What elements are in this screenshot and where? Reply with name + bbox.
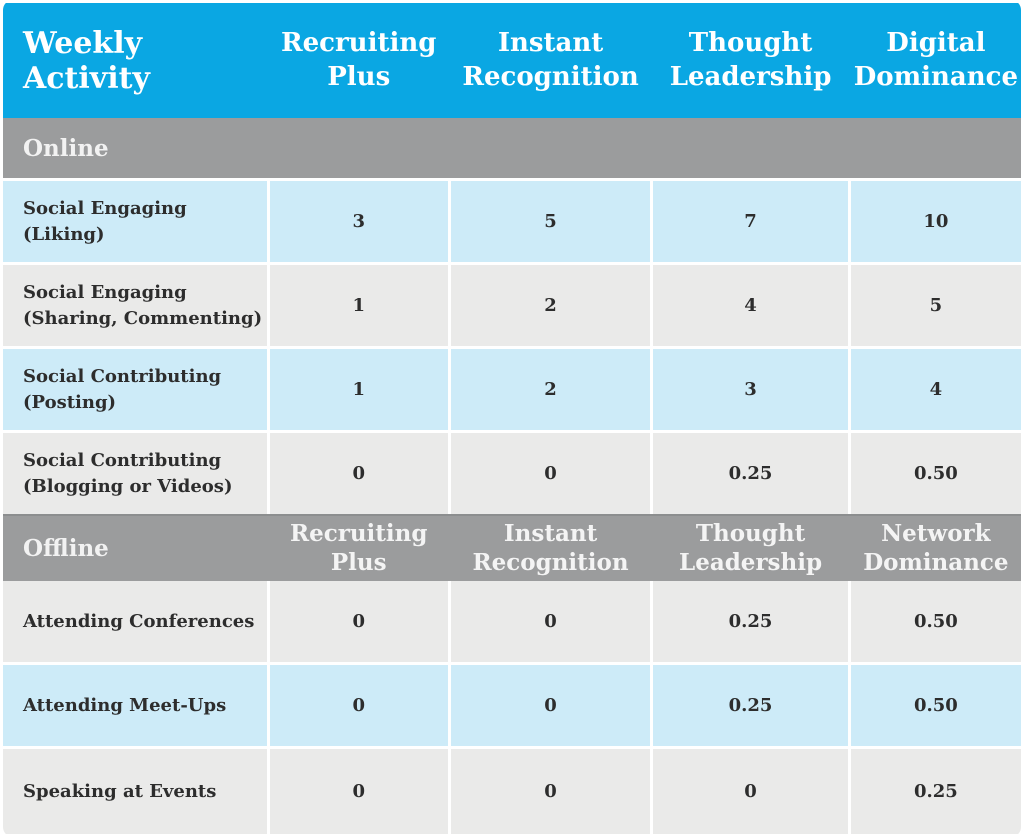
cell-value: 0 bbox=[450, 433, 651, 514]
column-header-recruiting-plus: Recruiting Plus bbox=[281, 27, 437, 92]
cell-value: 0.25 bbox=[653, 433, 848, 514]
cell-value: 1 bbox=[269, 265, 448, 346]
cell-value: 0 bbox=[450, 749, 651, 834]
table-row-social-contributing-blogging: Social Contributing (Blogging or Videos)… bbox=[3, 433, 1021, 514]
row-label: Attending Meet-Ups bbox=[3, 665, 267, 746]
table-row-speaking-at-events: Speaking at Events 0 0 0 0.25 bbox=[3, 749, 1021, 834]
row-label: Social Engaging (Sharing, Commenting) bbox=[3, 265, 267, 346]
cell-value: 1 bbox=[269, 349, 448, 430]
row-label: Social Contributing (Blogging or Videos) bbox=[3, 433, 267, 514]
cell-value: 0 bbox=[269, 749, 448, 834]
column-header-instant-recognition-offline: Instant Recognition bbox=[472, 519, 629, 576]
column-header-instant-recognition: Instant Recognition bbox=[462, 27, 639, 92]
cell-value: 0 bbox=[269, 665, 448, 746]
table-row-attending-meet-ups: Attending Meet-Ups 0 0 0.25 0.50 bbox=[3, 665, 1021, 746]
table-header-row: Weekly Activity Recruiting Plus Instant … bbox=[3, 3, 1021, 118]
activity-table: Weekly Activity Recruiting Plus Instant … bbox=[3, 0, 1021, 837]
cell-value: 0.25 bbox=[653, 581, 848, 662]
cell-value: 0.50 bbox=[850, 581, 1021, 662]
cell-value: 0.25 bbox=[653, 665, 848, 746]
cell-value: 3 bbox=[653, 349, 848, 430]
cell-value: 2 bbox=[450, 265, 651, 346]
table-title: Weekly Activity bbox=[23, 25, 150, 96]
section-header-online: Online bbox=[3, 118, 1021, 178]
cell-value: 0.50 bbox=[850, 665, 1021, 746]
cell-value: 4 bbox=[850, 349, 1021, 430]
cell-value: 5 bbox=[850, 265, 1021, 346]
table-row-social-engaging-liking: Social Engaging (Liking) 3 5 7 10 bbox=[3, 181, 1021, 262]
cell-value: 4 bbox=[653, 265, 848, 346]
cell-value: 0.25 bbox=[850, 749, 1021, 834]
table-row-attending-conferences: Attending Conferences 0 0 0.25 0.50 bbox=[3, 581, 1021, 662]
row-label: Attending Conferences bbox=[3, 581, 267, 662]
column-header-digital-dominance: Digital Dominance bbox=[853, 27, 1019, 92]
cell-value: 3 bbox=[269, 181, 448, 262]
cell-value: 10 bbox=[850, 181, 1021, 262]
section-label-offline: Offline bbox=[23, 535, 109, 562]
cell-value: 5 bbox=[450, 181, 651, 262]
column-header-network-dominance: Network Dominance bbox=[863, 519, 1009, 576]
section-header-offline: Offline Recruiting Plus Instant Recognit… bbox=[3, 514, 1021, 581]
column-header-thought-leadership-offline: Thought Leadership bbox=[679, 519, 823, 576]
row-label: Social Contributing (Posting) bbox=[3, 349, 267, 430]
section-label-online: Online bbox=[23, 134, 109, 162]
cell-value: 0 bbox=[653, 749, 848, 834]
column-header-recruiting-plus-offline: Recruiting Plus bbox=[289, 519, 428, 576]
cell-value: 0 bbox=[269, 581, 448, 662]
cell-value: 2 bbox=[450, 349, 651, 430]
column-header-thought-leadership: Thought Leadership bbox=[669, 27, 832, 92]
cell-value: 0 bbox=[269, 433, 448, 514]
cell-value: 0.50 bbox=[850, 433, 1021, 514]
cell-value: 0 bbox=[450, 581, 651, 662]
table-row-social-engaging-sharing: Social Engaging (Sharing, Commenting) 1 … bbox=[3, 265, 1021, 346]
row-label: Social Engaging (Liking) bbox=[3, 181, 267, 262]
table-row-social-contributing-posting: Social Contributing (Posting) 1 2 3 4 bbox=[3, 349, 1021, 430]
cell-value: 0 bbox=[450, 665, 651, 746]
cell-value: 7 bbox=[653, 181, 848, 262]
row-label: Speaking at Events bbox=[3, 749, 267, 834]
